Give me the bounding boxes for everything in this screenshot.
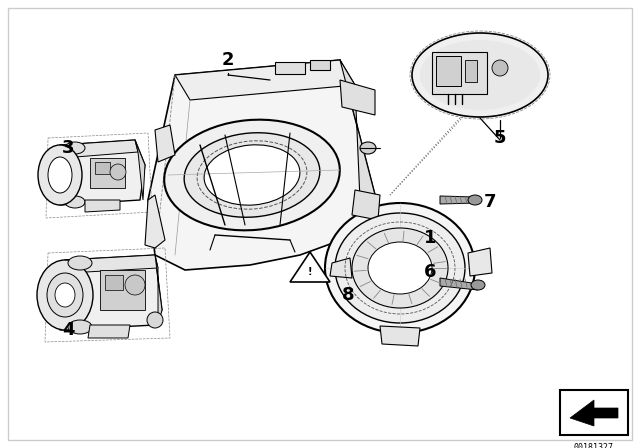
Ellipse shape	[352, 228, 448, 308]
Ellipse shape	[325, 203, 475, 333]
Ellipse shape	[37, 260, 93, 330]
Ellipse shape	[65, 142, 85, 154]
Text: 1: 1	[424, 229, 436, 247]
Bar	[465, 60, 477, 82]
Polygon shape	[440, 278, 478, 290]
Text: 00181327: 00181327	[574, 443, 614, 448]
Text: 6: 6	[424, 263, 436, 281]
Text: 4: 4	[61, 321, 74, 339]
Bar	[560, 390, 628, 435]
Polygon shape	[570, 400, 618, 426]
Polygon shape	[60, 140, 138, 158]
Text: 5: 5	[493, 129, 506, 147]
Polygon shape	[145, 195, 165, 248]
Text: 2: 2	[221, 51, 234, 69]
Ellipse shape	[368, 242, 432, 294]
Ellipse shape	[65, 196, 85, 208]
Polygon shape	[330, 258, 352, 278]
Polygon shape	[290, 252, 330, 282]
Bar	[432, 52, 487, 94]
Text: 7: 7	[484, 193, 496, 211]
Polygon shape	[52, 255, 162, 330]
Polygon shape	[155, 125, 175, 162]
Polygon shape	[88, 325, 130, 338]
Ellipse shape	[68, 320, 92, 334]
Bar	[100, 270, 145, 310]
Bar	[95, 162, 110, 174]
Polygon shape	[380, 326, 420, 346]
Ellipse shape	[164, 120, 340, 230]
Polygon shape	[340, 80, 375, 115]
Polygon shape	[155, 255, 162, 325]
Bar	[275, 62, 305, 74]
Text: !: !	[308, 267, 312, 277]
Ellipse shape	[68, 256, 92, 270]
Polygon shape	[135, 140, 145, 200]
Ellipse shape	[471, 280, 485, 290]
Ellipse shape	[204, 145, 300, 205]
Polygon shape	[440, 196, 478, 204]
Ellipse shape	[492, 60, 508, 76]
Bar	[310, 60, 330, 70]
Polygon shape	[148, 60, 375, 270]
Ellipse shape	[420, 40, 540, 110]
Polygon shape	[175, 60, 355, 100]
Ellipse shape	[110, 164, 126, 180]
Ellipse shape	[184, 133, 320, 217]
Ellipse shape	[47, 273, 83, 317]
Text: 3: 3	[61, 139, 74, 157]
Ellipse shape	[335, 213, 465, 323]
Polygon shape	[352, 190, 380, 220]
Ellipse shape	[147, 312, 163, 328]
Bar	[105, 275, 123, 290]
Polygon shape	[468, 248, 492, 276]
Bar	[436, 56, 461, 86]
Ellipse shape	[48, 157, 72, 193]
Polygon shape	[50, 140, 145, 205]
Bar	[90, 158, 125, 188]
Polygon shape	[65, 255, 158, 273]
Ellipse shape	[468, 195, 482, 205]
Ellipse shape	[38, 145, 82, 205]
Polygon shape	[85, 200, 120, 212]
Text: 8: 8	[342, 286, 355, 304]
Polygon shape	[340, 60, 375, 200]
Ellipse shape	[55, 283, 75, 307]
Ellipse shape	[412, 33, 548, 117]
Ellipse shape	[360, 142, 376, 154]
Ellipse shape	[125, 275, 145, 295]
